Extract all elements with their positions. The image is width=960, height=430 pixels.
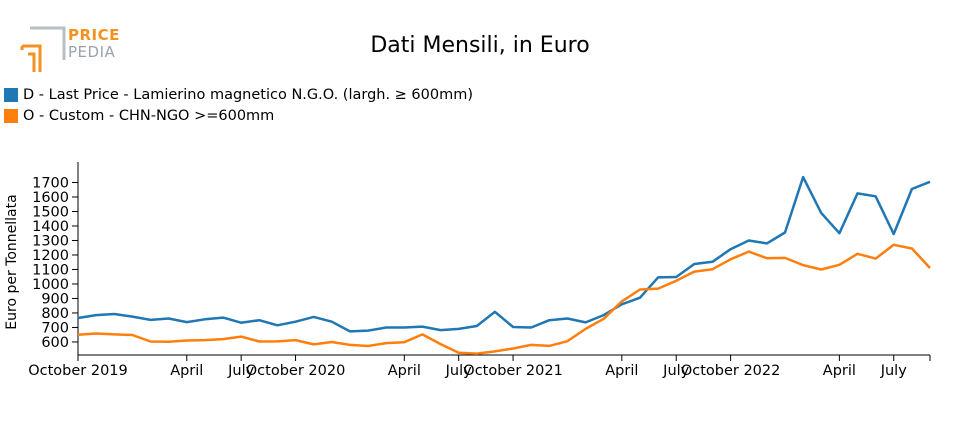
y-tick-label: 1300 xyxy=(32,233,69,249)
y-tick-label: 1400 xyxy=(32,219,69,235)
series-line-1 xyxy=(77,243,931,355)
x-tick-label: April xyxy=(605,363,638,379)
series-line-0 xyxy=(77,175,931,333)
y-tick-label: 800 xyxy=(41,306,69,322)
legend-item-series-0[interactable]: D - Last Price - Lamierino magnetico N.G… xyxy=(4,84,473,105)
x-tick-label: October 2019 xyxy=(28,363,128,379)
y-tick-label: 1600 xyxy=(32,190,69,206)
legend-item-series-1[interactable]: O - Custom - CHN-NGO >=600mm xyxy=(4,105,473,126)
legend-label-series-1: O - Custom - CHN-NGO >=600mm xyxy=(23,107,275,124)
x-tick-label: July xyxy=(227,363,254,379)
y-tick-label: 1700 xyxy=(32,175,69,191)
x-tick-label: October 2020 xyxy=(246,363,346,379)
legend-label-series-0: D - Last Price - Lamierino magnetico N.G… xyxy=(23,86,474,103)
x-tick-label: October 2021 xyxy=(463,363,563,379)
y-tick-label: 700 xyxy=(41,320,69,336)
x-tick-label: April xyxy=(170,363,203,379)
chart-legend: D - Last Price - Lamierino magnetico N.G… xyxy=(4,84,473,126)
pricepedia-logo xyxy=(20,26,66,72)
y-axis-label: Euro per Tonnellata xyxy=(4,194,20,329)
x-tick-label: July xyxy=(880,363,907,379)
logo-text-price: PRICE xyxy=(68,26,120,44)
chart-title: Dati Mensili, in Euro xyxy=(370,33,590,58)
y-tick-label: 1000 xyxy=(32,277,69,293)
x-tick-label: July xyxy=(445,363,472,379)
legend-swatch-series-0 xyxy=(4,87,18,102)
legend-swatch-series-1 xyxy=(4,108,18,123)
chart-axes: 6007008009001000110012001300140015001600… xyxy=(28,162,931,379)
y-tick-label: 1100 xyxy=(32,262,69,278)
chart-series xyxy=(77,175,931,355)
x-tick-label: October 2022 xyxy=(681,363,781,379)
y-tick-label: 600 xyxy=(41,335,69,351)
y-tick-label: 1200 xyxy=(32,248,69,264)
logo-text-pedia: PEDIA xyxy=(68,43,116,61)
x-tick-label: April xyxy=(388,363,421,379)
x-tick-label: July xyxy=(662,363,689,379)
y-tick-label: 900 xyxy=(41,291,69,307)
y-tick-label: 1500 xyxy=(32,204,69,220)
x-tick-label: April xyxy=(823,363,856,379)
